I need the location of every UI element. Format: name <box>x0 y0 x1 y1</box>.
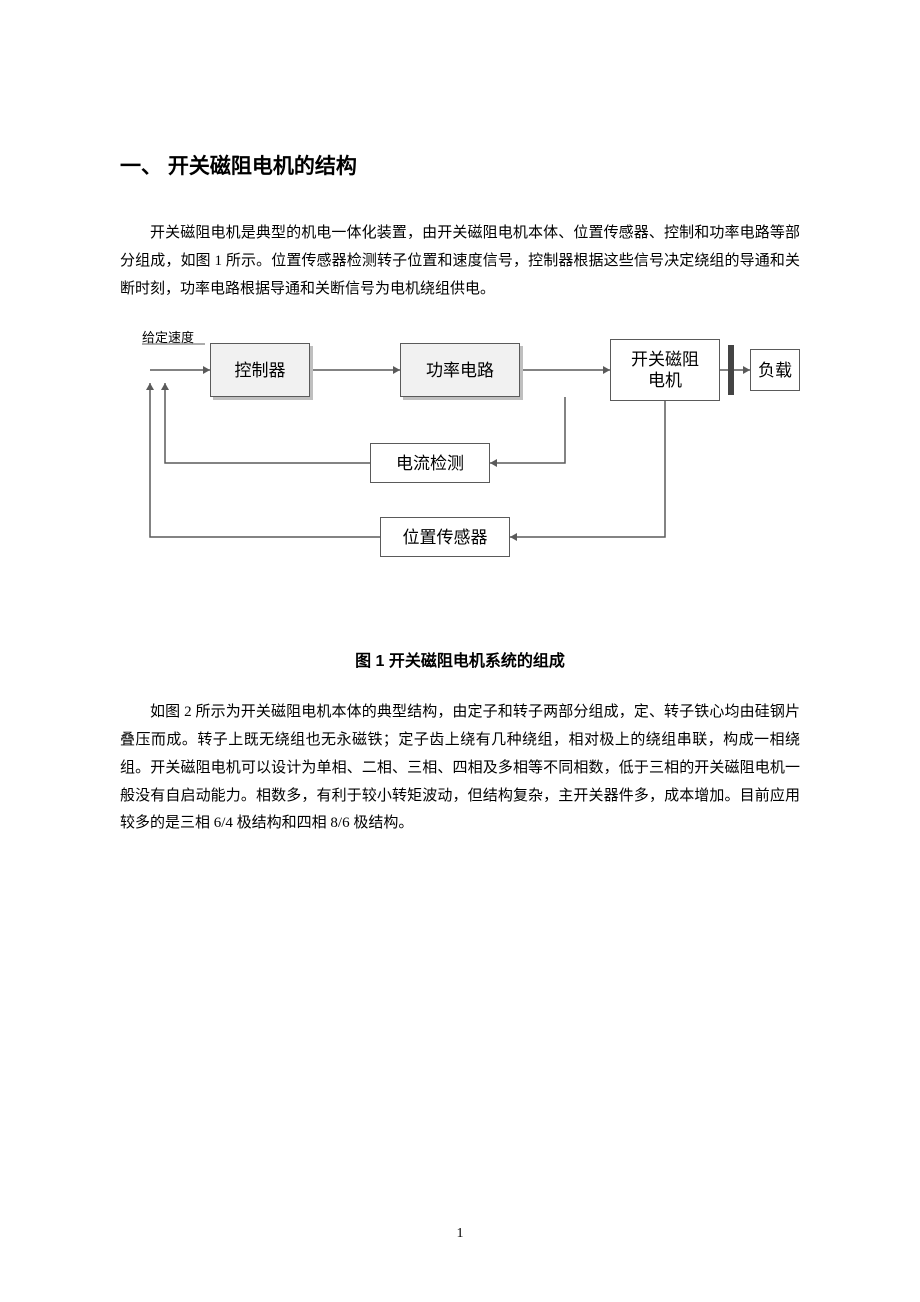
paragraph-1: 开关磁阻电机是典型的机电一体化装置，由开关磁阻电机本体、位置传感器、控制和功率电… <box>120 220 800 303</box>
node-current: 电流检测 <box>370 443 490 483</box>
node-controller: 控制器 <box>210 343 310 397</box>
paragraph-2: 如图 2 所示为开关磁阻电机本体的典型结构，由定子和转子两部分组成，定、转子铁心… <box>120 699 800 838</box>
node-motor: 开关磁阻 电机 <box>610 339 720 401</box>
node-load: 负载 <box>750 349 800 391</box>
motor-to-position <box>510 401 665 537</box>
node-power: 功率电路 <box>400 343 520 397</box>
power-to-current-down <box>490 397 565 463</box>
section-heading: 一、 开关磁阻电机的结构 <box>120 150 800 180</box>
node-position: 位置传感器 <box>380 517 510 557</box>
position-to-controller <box>150 383 380 537</box>
figure-1-caption: 图 1 开关磁阻电机系统的组成 <box>120 647 800 671</box>
page-number: 1 <box>0 1226 920 1242</box>
shaft-coupling-icon <box>728 345 734 395</box>
figure-1-diagram: 给定速度 控制器功率电路开关磁阻 电机负载电流检测位置传感器 <box>120 325 800 585</box>
